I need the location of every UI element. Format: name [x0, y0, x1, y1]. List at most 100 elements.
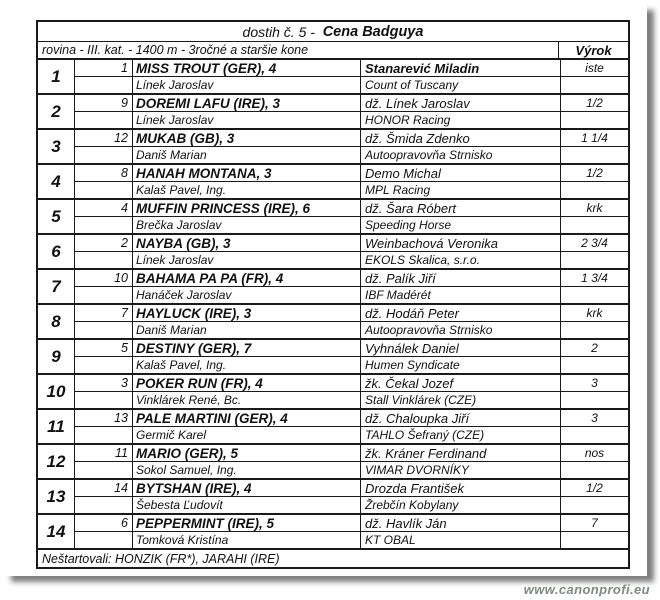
- result-row: 13 14 BYTSHAN (IRE), 4 Drozda František …: [38, 480, 628, 515]
- start-number-spacer: [74, 427, 132, 443]
- owner-name: MPL Racing: [360, 182, 560, 198]
- start-number: 7: [74, 305, 132, 322]
- verdict-value: 2 3/4: [560, 235, 628, 252]
- horse-name: HANAH MONTANA, 3: [132, 165, 360, 182]
- jockey-name: Stanarević Miladin: [360, 60, 560, 77]
- jockey-name: žk. Čekal Jozef: [360, 375, 560, 392]
- owner-name: Humen Syndicate: [360, 357, 560, 373]
- start-number: 5: [74, 340, 132, 357]
- result-row: 9 5 DESTINY (GER), 7 Vyhnálek Daniel 2 K…: [38, 340, 628, 375]
- finish-position: 14: [46, 521, 66, 541]
- start-number-spacer: [74, 462, 132, 478]
- finish-position: 7: [51, 276, 61, 296]
- result-row: 2 9 DOREMI LAFU (IRE), 3 dž. Línek Jaros…: [38, 95, 628, 130]
- jockey-name: Demo Michal: [360, 165, 560, 182]
- start-number-spacer: [74, 182, 132, 198]
- jockey-name: Weinbachová Veronika: [360, 235, 560, 252]
- jockey-name: dž. Šara Róbert: [360, 200, 560, 217]
- trainer-name: Kalaš Pavel, Ing.: [132, 357, 360, 373]
- trainer-name: Šebesta Ľudovít: [132, 497, 360, 513]
- verdict-value: 1 3/4: [560, 270, 628, 287]
- jockey-name: žk. Kráner Ferdinand: [360, 445, 560, 462]
- start-number-spacer: [74, 532, 132, 548]
- owner-name: Count of Tuscany: [360, 77, 560, 93]
- trainer-name: Brečka Jaroslav: [132, 217, 360, 233]
- finish-position: 4: [51, 171, 61, 191]
- start-number-spacer: [74, 497, 132, 513]
- start-number-spacer: [74, 77, 132, 93]
- start-number-spacer: [74, 357, 132, 373]
- owner-name: KT OBAL: [360, 532, 560, 548]
- verdict-value: 3: [560, 410, 628, 427]
- start-number: 4: [74, 200, 132, 217]
- start-number: 3: [74, 375, 132, 392]
- finish-position: 13: [46, 486, 66, 506]
- result-row: 3 12 MUKAB (GB), 3 dž. Šmida Zdenko 1 1/…: [38, 130, 628, 165]
- start-number: 14: [74, 480, 132, 497]
- verdict-spacer: [560, 182, 628, 198]
- owner-name: IBF Madérét: [360, 287, 560, 303]
- race-title: dostih č. 5 - Cena Badguya: [38, 22, 628, 42]
- verdict-spacer: [560, 532, 628, 548]
- verdict-value: nos: [560, 445, 628, 462]
- owner-name: Stall Vinklárek (CZE): [360, 392, 560, 408]
- finish-position: 9: [51, 346, 61, 366]
- horse-name: MUKAB (GB), 3: [132, 130, 360, 147]
- result-row: 12 11 MARIO (GER), 5 žk. Kráner Ferdinan…: [38, 445, 628, 480]
- start-number: 2: [74, 235, 132, 252]
- start-number: 6: [74, 515, 132, 532]
- watermark-url: www.canonprofi.eu: [523, 582, 650, 597]
- result-row: 8 7 HAYLUCK (IRE), 3 dž. Hodáň Peter krk…: [38, 305, 628, 340]
- results-list: 1 1 MISS TROUT (GER), 4 Stanarević Milad…: [38, 60, 628, 550]
- document-sheet: dostih č. 5 - Cena Badguya rovina - III.…: [36, 20, 630, 569]
- race-number-label: dostih č. 5 -: [242, 23, 323, 40]
- verdict-value: 1 1/4: [560, 130, 628, 147]
- verdict-value: 7: [560, 515, 628, 532]
- horse-name: MARIO (GER), 5: [132, 445, 360, 462]
- start-number-spacer: [74, 252, 132, 268]
- horse-name: NAYBA (GB), 3: [132, 235, 360, 252]
- start-number-spacer: [74, 287, 132, 303]
- horse-name: PALE MARTINI (GER), 4: [132, 410, 360, 427]
- result-row: 14 6 PEPPERMINT (IRE), 5 dž. Havlík Ján …: [38, 515, 628, 550]
- verdict-column-header: Výrok: [558, 42, 628, 58]
- jockey-name: Drozda František: [360, 480, 560, 497]
- trainer-name: Línek Jaroslav: [132, 77, 360, 93]
- finish-position: 12: [46, 451, 66, 471]
- start-number: 11: [74, 445, 132, 462]
- verdict-spacer: [560, 147, 628, 163]
- horse-name: BAHAMA PA PA (FR), 4: [132, 270, 360, 287]
- trainer-name: Hanáček Jaroslav: [132, 287, 360, 303]
- start-number: 13: [74, 410, 132, 427]
- start-number: 9: [74, 95, 132, 112]
- verdict-spacer: [560, 427, 628, 443]
- horse-name: POKER RUN (FR), 4: [132, 375, 360, 392]
- start-number-spacer: [74, 322, 132, 338]
- verdict-value: krk: [560, 305, 628, 322]
- owner-name: Žrebčín Kobylany: [360, 497, 560, 513]
- result-row: 6 2 NAYBA (GB), 3 Weinbachová Veronika 2…: [38, 235, 628, 270]
- start-number-spacer: [74, 112, 132, 128]
- jockey-name: dž. Šmida Zdenko: [360, 130, 560, 147]
- verdict-value: 1/2: [560, 480, 628, 497]
- finish-position: 6: [51, 241, 61, 261]
- owner-name: VIMAR DVORNÍKY: [360, 462, 560, 478]
- owner-name: HONOR Racing: [360, 112, 560, 128]
- start-number-spacer: [74, 147, 132, 163]
- verdict-value: iste: [560, 60, 628, 77]
- verdict-spacer: [560, 392, 628, 408]
- jockey-name: dž. Palík Jiří: [360, 270, 560, 287]
- trainer-name: Vinklárek René, Bc.: [132, 392, 360, 408]
- owner-name: Autoopravovňa Strnisko: [360, 322, 560, 338]
- finish-position: 5: [51, 206, 61, 226]
- trainer-name: Kalaš Pavel, Ing.: [132, 182, 360, 198]
- result-row: 5 4 MUFFIN PRINCESS (IRE), 6 dž. Šara Ró…: [38, 200, 628, 235]
- finish-position: 8: [51, 311, 61, 331]
- result-row: 7 10 BAHAMA PA PA (FR), 4 dž. Palík Jiří…: [38, 270, 628, 305]
- trainer-name: Línek Jaroslav: [132, 252, 360, 268]
- owner-name: Speeding Horse: [360, 217, 560, 233]
- verdict-value: 2: [560, 340, 628, 357]
- finish-position: 3: [51, 136, 61, 156]
- trainer-name: Sokol Samuel, Ing.: [132, 462, 360, 478]
- result-row: 4 8 HANAH MONTANA, 3 Demo Michal 1/2 Kal…: [38, 165, 628, 200]
